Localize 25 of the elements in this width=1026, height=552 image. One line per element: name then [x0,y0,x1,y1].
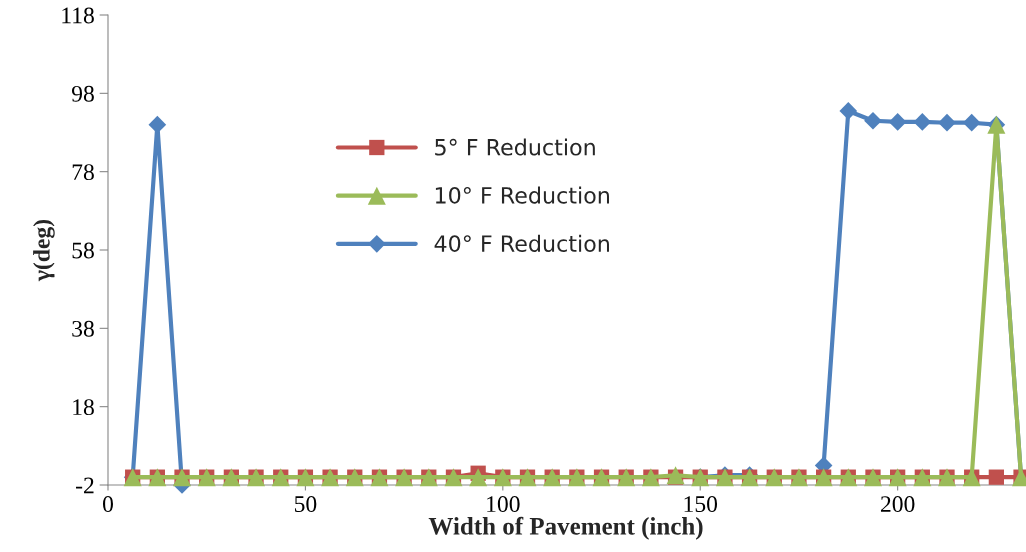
x-tick-label: 150 [684,496,718,513]
point [839,102,858,120]
y-tick-label: 78 [72,164,94,181]
y-tick-label: 98 [71,85,94,102]
x-tick-label: 200 [880,496,915,513]
x-tick-label: 50 [294,496,317,513]
point [148,115,167,134]
y-tick-label: 38 [72,320,94,337]
point [888,113,907,131]
x-tick-label: 0 [103,496,113,513]
y-axis-title: γ(deg) [33,219,55,282]
point [469,468,488,487]
x-axis-title: Width of Pavement (inch) [428,516,703,540]
point [988,469,1004,485]
legend-label: 10° F Reduction [435,186,609,204]
legend-label: 5° F Reduction [435,138,595,156]
point [962,113,981,132]
point [938,113,956,132]
y-tick-label: 18 [73,399,94,416]
legend-label: 40° F Reduction [434,234,609,252]
x-tick-label: 100 [487,496,520,513]
y-tick-label: 118 [62,7,94,24]
y-tick-label: -2 [76,477,94,494]
point [864,111,882,130]
y-tick-label: 58 [72,242,94,259]
